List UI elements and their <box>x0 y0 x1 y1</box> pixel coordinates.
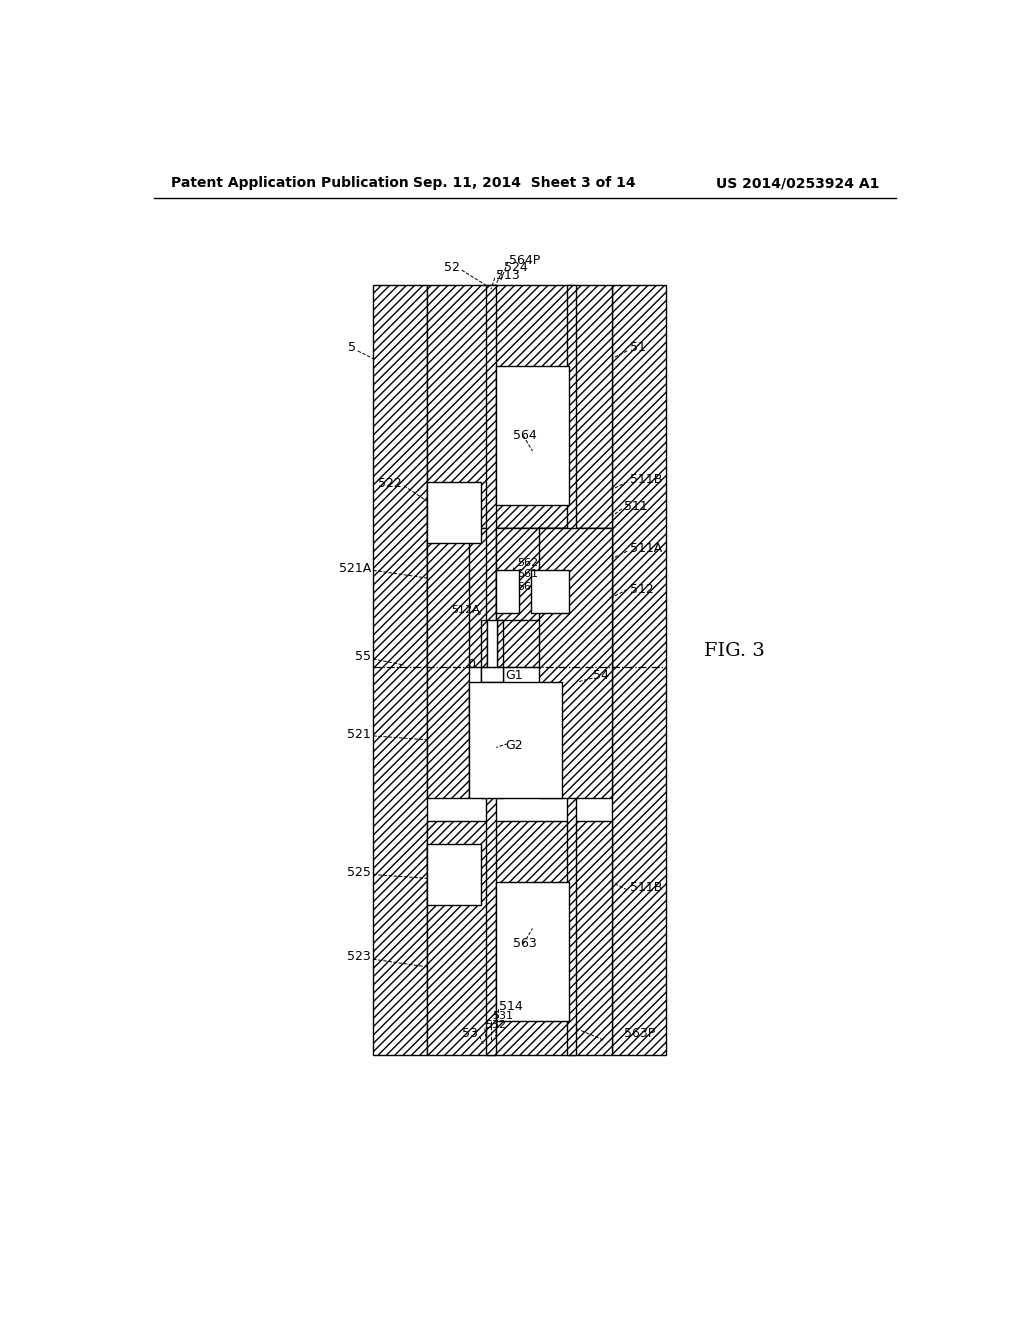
Bar <box>469 682 562 797</box>
Bar <box>486 285 496 667</box>
Text: 56: 56 <box>517 582 531 593</box>
Text: 5: 5 <box>348 341 356 354</box>
Text: G2: G2 <box>506 739 523 751</box>
Text: 513: 513 <box>497 269 520 282</box>
Text: 512: 512 <box>630 583 653 597</box>
Bar <box>481 682 487 797</box>
Text: 55: 55 <box>354 649 371 663</box>
Bar <box>427 528 469 797</box>
Text: 512A: 512A <box>452 606 480 615</box>
Text: Sep. 11, 2014  Sheet 3 of 14: Sep. 11, 2014 Sheet 3 of 14 <box>414 176 636 190</box>
Text: 54: 54 <box>593 669 608 682</box>
Bar <box>496 570 518 612</box>
Bar <box>496 882 569 1020</box>
Text: 51: 51 <box>630 341 645 354</box>
Text: 525: 525 <box>347 866 371 879</box>
Bar <box>487 620 497 729</box>
Text: 53: 53 <box>462 1027 478 1040</box>
Text: 511B: 511B <box>630 473 662 486</box>
Text: 561: 561 <box>517 569 538 579</box>
Bar <box>567 285 577 612</box>
Text: 511: 511 <box>625 500 648 513</box>
Text: 0: 0 <box>468 657 475 671</box>
Text: 532: 532 <box>485 1020 507 1031</box>
Bar <box>539 528 611 797</box>
Bar <box>531 570 569 612</box>
Bar <box>497 682 503 797</box>
Text: 511B: 511B <box>630 880 662 894</box>
Text: 521: 521 <box>347 727 371 741</box>
Text: 522: 522 <box>378 477 401 490</box>
Bar <box>497 620 503 729</box>
Text: 564: 564 <box>513 429 537 442</box>
Text: 523: 523 <box>347 950 371 964</box>
Text: 524: 524 <box>504 261 527 275</box>
Bar <box>373 285 427 1056</box>
Text: US 2014/0253924 A1: US 2014/0253924 A1 <box>716 176 879 190</box>
Bar <box>567 793 577 1056</box>
Text: 563P: 563P <box>625 1027 655 1040</box>
Bar <box>611 285 666 1056</box>
Text: 521A: 521A <box>339 561 371 574</box>
Bar <box>427 482 481 544</box>
Text: 531: 531 <box>492 1011 513 1022</box>
Text: G1: G1 <box>506 668 523 681</box>
Text: FIG. 3: FIG. 3 <box>705 643 765 660</box>
Text: 514: 514 <box>499 1001 522 1014</box>
Text: 563: 563 <box>513 937 537 950</box>
Text: 511A: 511A <box>630 543 662 556</box>
Bar <box>427 843 481 906</box>
Text: 52: 52 <box>444 261 460 275</box>
Bar <box>481 620 487 729</box>
Bar <box>427 528 611 667</box>
Bar <box>481 667 503 682</box>
Bar <box>496 367 569 506</box>
Bar <box>427 821 611 1056</box>
Text: 562: 562 <box>517 557 539 568</box>
Bar <box>496 528 569 620</box>
Bar <box>427 285 611 528</box>
Bar <box>486 793 496 1056</box>
Text: 564P: 564P <box>509 253 541 267</box>
Text: Patent Application Publication: Patent Application Publication <box>171 176 409 190</box>
